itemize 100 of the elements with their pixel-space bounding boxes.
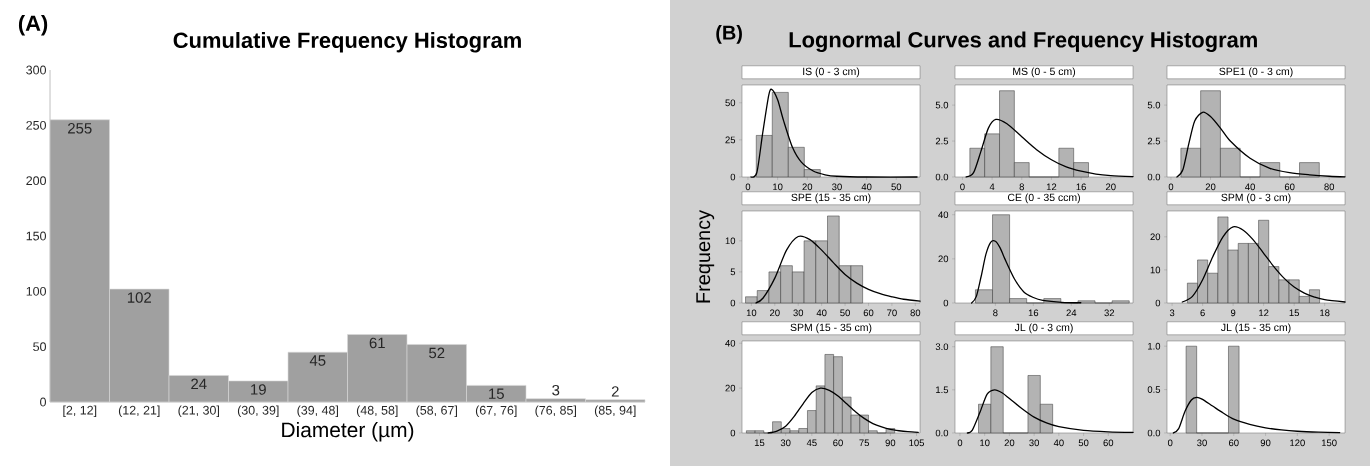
chart-title: SPM (0 - 3 cm) [1221, 193, 1291, 204]
data-label: 3 [552, 384, 560, 396]
x-tick-label: (30, 39] [237, 405, 279, 418]
y-tick-label: 0.0 [1147, 429, 1161, 437]
line-series [966, 389, 1134, 434]
y-tick-label: 250 [26, 120, 47, 130]
data-label: 2 [611, 386, 619, 397]
y-tick-label: 50 [725, 99, 736, 107]
x-tick-label: (67, 76] [475, 405, 517, 418]
x-axis-title: Diameter (µm) [282, 421, 414, 442]
y-axis-title: Frequency [696, 209, 715, 303]
y-tick-label: 3.0 [935, 343, 949, 351]
x-tick-label: 0 [745, 183, 751, 191]
x-tick-label: 60 [1228, 439, 1239, 447]
x-tick-label: 90 [1260, 439, 1271, 447]
x-tick-label: 20 [1205, 183, 1216, 191]
x-tick-label: (58, 67] [416, 405, 457, 418]
data-label: 61 [369, 337, 385, 349]
y-tick-label: 0 [1155, 299, 1161, 307]
x-tick-label: 0 [1168, 183, 1174, 191]
x-tick-label: 0 [960, 183, 965, 191]
x-tick-label: 40 [1245, 183, 1255, 191]
chart-title: JL (15 - 35 cm) [1221, 323, 1291, 334]
text: (A) [18, 14, 48, 36]
x-tick-label: 70 [887, 309, 897, 317]
y-tick-label: 0 [40, 397, 47, 407]
data-label: 24 [191, 378, 207, 390]
y-tick-label: 150 [26, 231, 47, 241]
x-tick-label: 60 [833, 439, 843, 447]
chart-title: MS (0 - 5 cm) [1013, 67, 1076, 78]
line-series [965, 118, 1134, 178]
x-tick-label: 60 [1103, 439, 1114, 447]
line-series [750, 88, 918, 178]
x-tick-label: 50 [840, 309, 850, 317]
x-tick-label: 12 [1046, 183, 1057, 191]
x-tick-label: 20 [802, 183, 813, 191]
x-tick-label: 9 [1230, 309, 1236, 317]
x-tick-label: 30 [832, 183, 842, 191]
data-label: 52 [429, 347, 445, 359]
y-tick-label: 5 [730, 268, 736, 276]
x-tick-label: 45 [806, 439, 817, 447]
y-tick-label: 0.0 [1147, 173, 1161, 181]
x-tick-label: 32 [1104, 309, 1115, 317]
y-tick-label: 100 [26, 286, 47, 296]
x-tick-label: 12 [1259, 309, 1269, 317]
x-tick-label: 10 [773, 183, 783, 191]
y-tick-label: 0 [730, 429, 736, 437]
chart-title: IS (0 - 3 cm) [803, 67, 860, 78]
x-tick-label: 90 [885, 439, 896, 447]
data-label: 19 [251, 384, 266, 395]
x-tick-label: 80 [910, 309, 921, 317]
x-tick-label: 30 [1197, 439, 1207, 447]
data-label: 102 [127, 292, 151, 303]
x-tick-label: (85, 94] [594, 405, 636, 418]
chart-title: SPE (15 - 35 cm) [791, 193, 871, 204]
data-label: 15 [489, 388, 504, 399]
y-tick-label: 20 [725, 384, 736, 392]
x-tick-label: 8 [1019, 183, 1024, 191]
x-tick-label: 120 [1290, 439, 1305, 447]
x-tick-label: [2, 12] [63, 405, 97, 418]
x-tick-label: 10 [746, 309, 757, 317]
x-tick-label: (39, 48] [297, 405, 338, 418]
y-tick-label: 300 [26, 65, 47, 75]
x-tick-label: 30 [780, 439, 791, 447]
x-tick-label: 0 [1167, 439, 1173, 447]
x-tick-label: 20 [770, 309, 780, 317]
data-label: 255 [68, 122, 92, 134]
x-tick-label: (48, 58] [356, 405, 398, 418]
y-tick-label: 1.0 [1148, 342, 1161, 350]
x-tick-label: (21, 30] [178, 405, 219, 418]
x-tick-label: 50 [1078, 439, 1089, 447]
x-tick-label: (76, 85] [535, 405, 576, 418]
x-tick-label: 4 [989, 183, 995, 190]
chart-title: Cumulative Frequency Histogram [173, 31, 521, 53]
y-tick-label: 2.5 [935, 137, 949, 145]
x-tick-label: 6 [1200, 309, 1205, 317]
data-label: 45 [309, 355, 326, 366]
x-tick-label: 0 [957, 439, 963, 447]
x-tick-label: 40 [1053, 439, 1064, 447]
x-tick-label: 150 [1321, 439, 1337, 447]
x-tick-label: 60 [1284, 183, 1295, 191]
line-series [1181, 226, 1346, 303]
y-tick-label: 0 [730, 299, 736, 307]
y-tick-label: 5.0 [935, 101, 949, 109]
x-tick-label: 3 [1169, 309, 1175, 317]
y-tick-label: 25 [725, 136, 736, 144]
text: Lognormal Curves and Frequency Histogram [789, 31, 1257, 53]
chart-title: JL (0 - 3 cm) [1014, 323, 1073, 334]
y-tick-label: 200 [26, 176, 47, 186]
x-tick-label: (12, 21] [118, 405, 160, 418]
x-tick-label: 40 [861, 183, 872, 191]
y-tick-label: 0 [943, 299, 949, 307]
y-tick-label: 40 [725, 339, 736, 347]
y-tick-label: 20 [1150, 233, 1161, 241]
x-tick-label: 75 [859, 439, 870, 447]
line-series [1172, 396, 1341, 434]
y-tick-label: 0.0 [935, 429, 949, 437]
x-tick-label: 105 [909, 439, 925, 447]
y-tick-label: 2.5 [1147, 137, 1161, 145]
line-series [767, 387, 919, 434]
